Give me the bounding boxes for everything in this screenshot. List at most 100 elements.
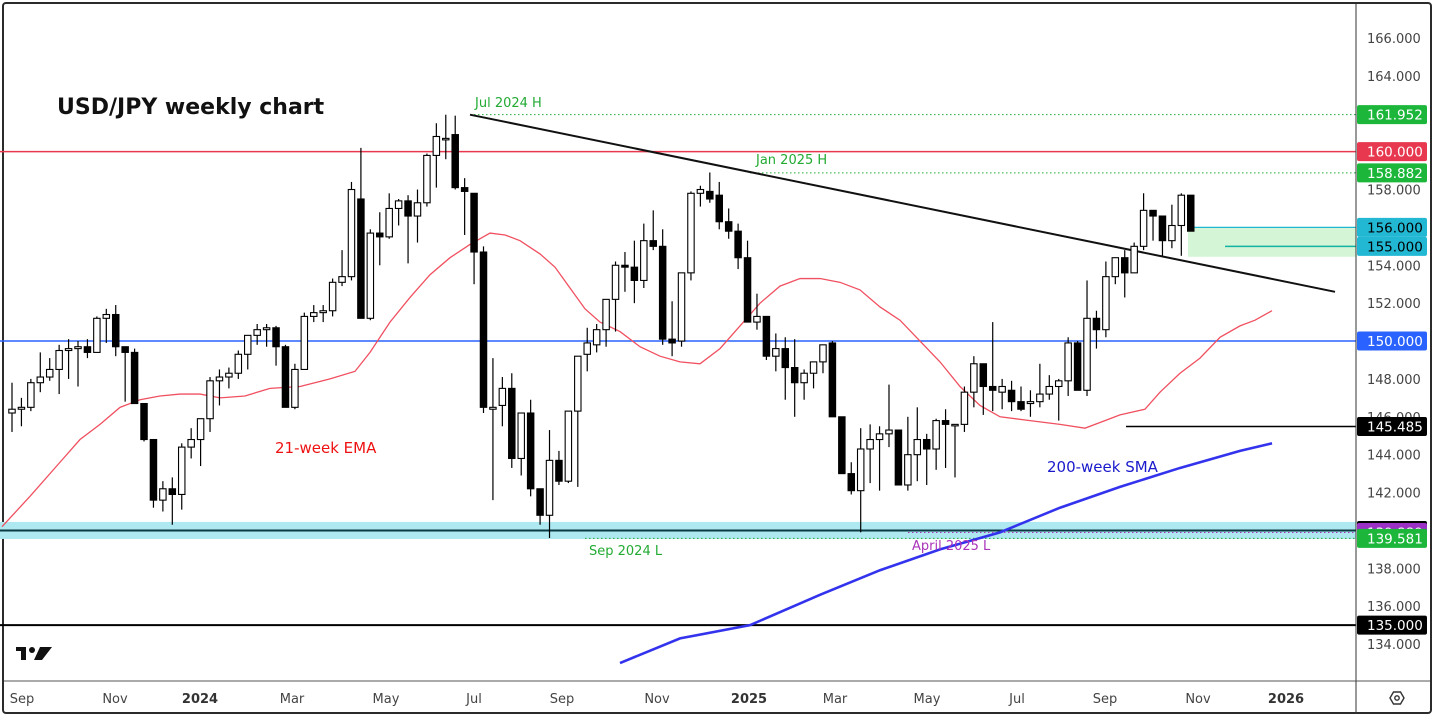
candle bbox=[970, 356, 978, 408]
candle bbox=[1026, 390, 1035, 417]
svg-text:155.000: 155.000 bbox=[1367, 239, 1423, 255]
candle bbox=[234, 350, 243, 379]
time-tick: 2026 bbox=[1268, 692, 1304, 707]
price-tag-156.000: 156.000 bbox=[1357, 217, 1427, 237]
candle bbox=[376, 212, 384, 266]
candle bbox=[168, 477, 177, 525]
candle bbox=[272, 325, 280, 366]
time-tick: Sep bbox=[1093, 692, 1118, 707]
candle bbox=[1168, 204, 1176, 249]
200-week-sma-line bbox=[619, 442, 1273, 665]
price-tick: 164.000 bbox=[1367, 70, 1421, 85]
candle bbox=[668, 301, 676, 357]
candle bbox=[498, 377, 507, 427]
time-tick: 2024 bbox=[182, 692, 218, 707]
candle bbox=[809, 361, 818, 389]
candle bbox=[1102, 261, 1110, 338]
candle bbox=[319, 305, 327, 323]
candle bbox=[1007, 380, 1016, 412]
candle bbox=[790, 339, 799, 417]
candle bbox=[574, 355, 582, 487]
candle bbox=[517, 412, 525, 476]
candle bbox=[187, 428, 195, 459]
candle bbox=[762, 315, 771, 360]
candle bbox=[592, 323, 601, 353]
candle bbox=[45, 358, 54, 381]
svg-text:150.000: 150.000 bbox=[1367, 334, 1423, 350]
candle bbox=[649, 210, 657, 251]
candle bbox=[583, 327, 591, 372]
ema-21-line bbox=[1, 232, 1273, 528]
candle bbox=[1149, 209, 1157, 241]
candle bbox=[479, 246, 488, 414]
candle bbox=[1111, 257, 1120, 285]
candle bbox=[196, 418, 205, 467]
time-axis[interactable]: Sep Nov 2024 Mar May Jul Sep Nov 2025 Mar May Jul Se… bbox=[10, 692, 1304, 707]
candle bbox=[1045, 375, 1054, 400]
candle bbox=[8, 382, 16, 432]
time-tick: Nov bbox=[1185, 692, 1211, 707]
candle bbox=[602, 298, 610, 347]
candle bbox=[357, 147, 365, 319]
candle bbox=[640, 223, 648, 289]
svg-text:160.000: 160.000 bbox=[1367, 145, 1423, 161]
candle bbox=[630, 240, 639, 304]
price-tag-160.000: 160.000 bbox=[1357, 142, 1427, 162]
candle bbox=[951, 423, 959, 478]
price-tick: 152.000 bbox=[1367, 297, 1421, 312]
candle bbox=[913, 407, 922, 482]
candle bbox=[253, 323, 261, 345]
candle bbox=[310, 305, 318, 323]
candle bbox=[55, 344, 63, 395]
candle bbox=[394, 198, 403, 226]
candle bbox=[27, 378, 35, 412]
descending-trendline[interactable] bbox=[469, 113, 1336, 293]
candle bbox=[328, 278, 337, 317]
candle bbox=[366, 229, 375, 321]
candle bbox=[960, 386, 969, 432]
chart-settings-icon[interactable] bbox=[1389, 691, 1405, 705]
chart-title: USD/JPY weekly chart bbox=[57, 95, 325, 120]
candle bbox=[715, 181, 723, 230]
annotation-jan-2025-h: Jan 2025 H bbox=[755, 153, 827, 168]
time-tick: Sep bbox=[550, 692, 575, 707]
candle bbox=[291, 363, 299, 410]
candle bbox=[281, 344, 290, 408]
price-tick: 158.000 bbox=[1367, 184, 1421, 199]
candle bbox=[74, 341, 82, 387]
candle bbox=[300, 312, 309, 371]
time-tick: Nov bbox=[102, 692, 128, 707]
candle bbox=[781, 337, 790, 400]
candle bbox=[536, 488, 544, 525]
candle bbox=[998, 378, 1006, 410]
price-tags: 161.952 160.000 158.882 156.000 155.000 150.0… bbox=[1357, 105, 1427, 635]
candle bbox=[244, 334, 252, 370]
21-week-ema-line bbox=[1, 232, 1273, 528]
candle bbox=[904, 416, 912, 491]
candle bbox=[611, 261, 620, 332]
candle bbox=[941, 409, 950, 468]
svg-text:156.000: 156.000 bbox=[1367, 220, 1423, 236]
svg-text:139.581: 139.581 bbox=[1367, 531, 1423, 547]
annotation-jul-2024-h: Jul 2024 H bbox=[474, 96, 542, 111]
candle bbox=[1177, 193, 1186, 256]
candle bbox=[885, 384, 893, 448]
candle bbox=[932, 418, 940, 470]
candle bbox=[838, 416, 846, 475]
candle bbox=[177, 443, 186, 510]
horizontal-levels bbox=[0, 114, 1356, 627]
annotations: Jul 2024 H Jan 2025 H Sep 2024 L April 2025… bbox=[275, 96, 1159, 559]
candle bbox=[149, 438, 158, 508]
annotation-april-2025-l: April 2025 L bbox=[912, 539, 991, 554]
candle bbox=[753, 293, 761, 330]
candle bbox=[225, 367, 233, 389]
candle bbox=[1187, 194, 1195, 232]
candle bbox=[17, 397, 26, 427]
candle bbox=[1073, 341, 1082, 391]
trendline[interactable] bbox=[469, 113, 1336, 293]
candle bbox=[140, 402, 148, 442]
time-tick: Nov bbox=[644, 692, 670, 707]
candle bbox=[828, 341, 837, 418]
candle bbox=[1054, 378, 1063, 421]
